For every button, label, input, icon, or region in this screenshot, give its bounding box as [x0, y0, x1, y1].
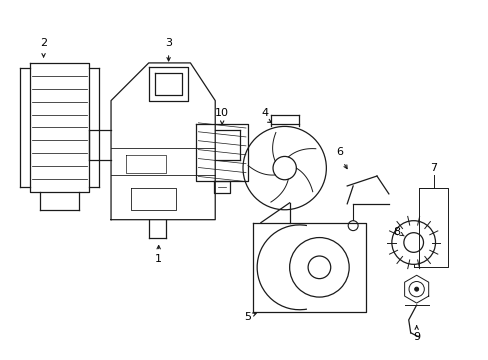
Text: 3: 3	[165, 38, 172, 48]
Text: 5: 5	[244, 312, 251, 322]
Circle shape	[414, 287, 418, 291]
Text: 7: 7	[429, 163, 436, 173]
Text: 10: 10	[215, 108, 229, 117]
Text: 4: 4	[261, 108, 268, 117]
Text: 1: 1	[155, 255, 162, 264]
Text: 6: 6	[335, 147, 342, 157]
Text: 9: 9	[412, 332, 419, 342]
Text: 8: 8	[392, 226, 400, 237]
Text: 2: 2	[40, 38, 47, 48]
